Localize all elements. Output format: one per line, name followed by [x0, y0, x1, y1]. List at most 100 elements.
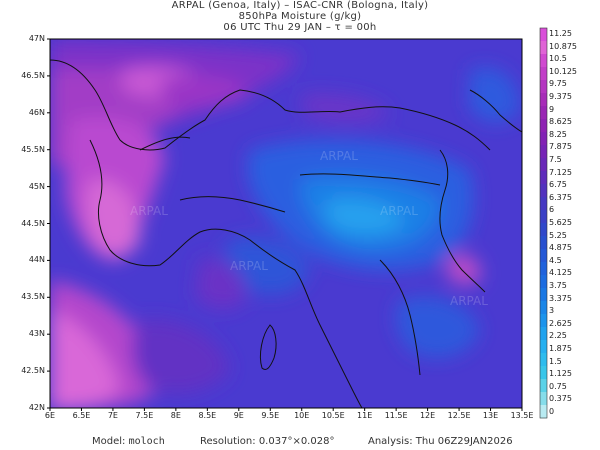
colorbar-segment	[540, 353, 547, 367]
colorbar-segment	[540, 340, 547, 354]
colorbar-segment	[540, 158, 547, 172]
colorbar-segment	[540, 197, 547, 211]
watermark: ARPAL	[130, 204, 168, 218]
lon-label: 8E	[170, 411, 181, 420]
lat-label: 42.5N	[21, 366, 45, 376]
lat-label: 43N	[28, 329, 45, 339]
footer-analysis: Analysis: Thu 06Z29JAN2026	[368, 436, 513, 447]
watermark: ARPAL	[320, 149, 358, 163]
colorbar-label: 8.625	[549, 117, 572, 127]
colorbar-label: 1.125	[549, 369, 572, 379]
resolution-value: 0.037°×0.028°	[258, 436, 335, 447]
colorbar-segment	[540, 210, 547, 224]
colorbar-label: 0	[549, 407, 555, 416]
model-value: moloch	[128, 436, 165, 447]
lon-label: 6E	[44, 411, 56, 420]
colorbar-label: 6.375	[549, 192, 572, 202]
colorbar-label: 11.25	[549, 29, 572, 38]
colorbar-segment	[540, 145, 547, 159]
colorbar-label: 10.875	[549, 41, 577, 51]
colorbar-label: 10.125	[549, 66, 577, 76]
colorbar-frame	[539, 27, 548, 419]
colorbar-segment	[540, 236, 547, 250]
colorbar-label: 0.75	[549, 381, 567, 391]
colorbar-label: 4.125	[549, 268, 572, 278]
lon-label: 10E	[294, 411, 310, 420]
colorbar-label: 3	[549, 306, 555, 316]
lat-label: 42N	[28, 403, 45, 412]
colorbar-segment	[540, 288, 547, 302]
colorbar-label: 8.25	[549, 129, 567, 139]
colorbar-label: 3.375	[549, 293, 572, 303]
header-line-2: 850hPa Moisture (g/kg)	[238, 11, 362, 22]
footer-resolution: Resolution: 0.037°×0.028°	[200, 436, 334, 447]
colorbar	[539, 27, 548, 419]
watermark: ARPAL	[380, 204, 418, 218]
colorbar-segment	[540, 379, 547, 393]
colorbar-label: 7.125	[549, 167, 572, 177]
watermark: ARPAL	[450, 294, 488, 308]
resolution-label: Resolution:	[200, 436, 256, 447]
lon-label: 10.5E	[321, 411, 345, 420]
colorbar-segment	[540, 184, 547, 198]
colorbar-label: 10.5	[549, 54, 567, 64]
lat-label: 46.5N	[21, 70, 45, 80]
colorbar-label: 0.375	[549, 394, 572, 404]
colorbar-segment	[540, 80, 547, 94]
colorbar-segment	[540, 314, 547, 328]
colorbar-segment	[540, 28, 547, 42]
analysis-label: Analysis:	[368, 436, 413, 447]
colorbar-segment	[540, 262, 547, 276]
footer-model: Model: moloch	[92, 436, 165, 447]
lon-label: 11.5E	[384, 411, 408, 420]
lat-label: 43.5N	[21, 292, 45, 302]
colorbar-segment	[540, 132, 547, 146]
colorbar-label: 6	[549, 205, 555, 215]
lat-label: 45.5N	[21, 144, 45, 154]
colorbar-label: 5.625	[549, 218, 572, 227]
colorbar-label: 2.25	[549, 331, 567, 341]
colorbar-segment	[540, 223, 547, 237]
colorbar-segment	[540, 405, 547, 419]
lat-label: 47N	[28, 34, 45, 43]
colorbar-label: 7.5	[549, 155, 562, 164]
analysis-value: Thu 06Z29JAN2026	[415, 436, 513, 447]
colorbar-segment	[540, 275, 547, 289]
lon-label: 12E	[419, 411, 436, 420]
lon-label: 7.5E	[135, 411, 154, 420]
colorbar-label: 9.375	[549, 92, 572, 101]
lat-label: 44.5N	[21, 218, 45, 228]
colorbar-label: 9	[549, 104, 555, 114]
colorbar-segment	[540, 249, 547, 263]
colorbar-segment	[540, 41, 547, 55]
moisture-field: ARPAL ARPAL ARPAL ARPAL ARPAL	[50, 39, 522, 408]
colorbar-segment	[540, 327, 547, 341]
colorbar-label: 4.5	[549, 255, 562, 265]
colorbar-label: 5.25	[549, 230, 567, 240]
colorbar-segment	[540, 366, 547, 380]
lat-label: 45N	[28, 181, 45, 191]
lon-label: 13E	[482, 411, 499, 420]
colorbar-label: 4.875	[549, 243, 572, 253]
colorbar-segment	[540, 301, 547, 315]
lon-label: 8.5E	[198, 411, 217, 420]
axis-ticks	[47, 38, 523, 411]
colorbar-label: 3.75	[549, 281, 567, 290]
coastlines	[50, 59, 522, 408]
colorbar-segment	[540, 67, 547, 81]
colorbar-label: 6.75	[549, 180, 567, 190]
lon-label: 9E	[233, 411, 244, 420]
colorbar-label: 1.5	[549, 356, 562, 366]
colorbar-label: 2.625	[549, 318, 572, 328]
colorbar-label: 9.75	[549, 79, 567, 89]
lat-label: 46N	[28, 107, 45, 117]
lon-label: 6.5E	[72, 411, 91, 420]
header-line-1: ARPAL (Genoa, Italy) – ISAC-CNR (Bologna…	[171, 0, 429, 11]
lon-label: 11E	[357, 411, 373, 420]
colorbar-segment	[540, 93, 547, 107]
lon-label: 13.5E	[510, 411, 534, 420]
colorbar-segment	[540, 119, 547, 133]
colorbar-segment	[540, 54, 547, 68]
colorbar-segment	[540, 392, 547, 406]
